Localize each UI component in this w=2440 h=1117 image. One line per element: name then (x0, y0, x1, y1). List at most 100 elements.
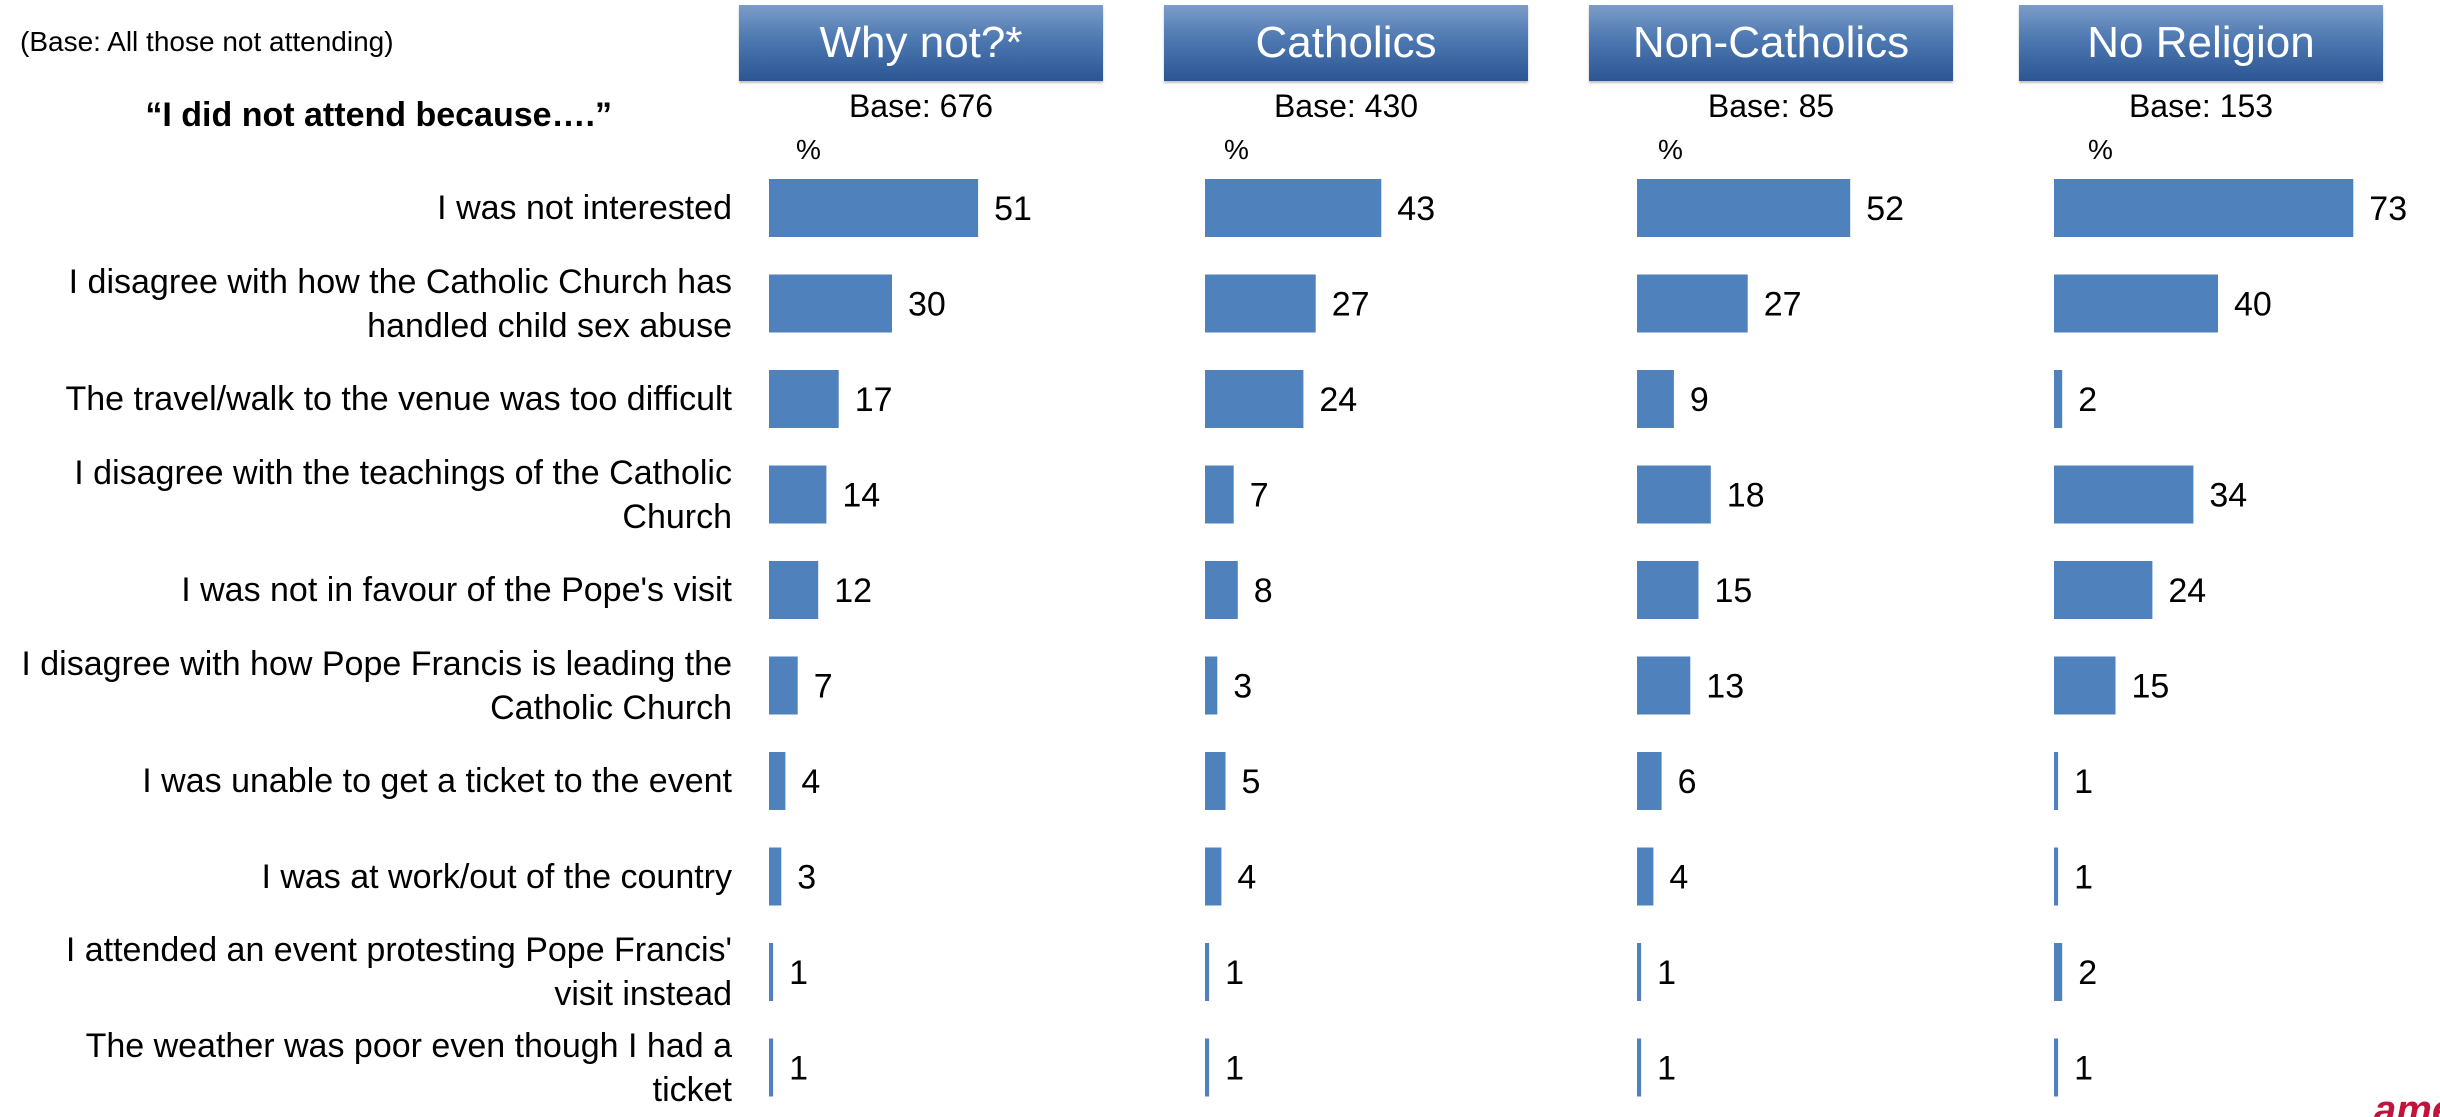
series-base: Base: 676 (848, 88, 994, 124)
percent-unit: % (796, 134, 821, 165)
data-label: 3 (1233, 668, 1252, 706)
bar (769, 656, 798, 715)
bar (1637, 1038, 1642, 1097)
bar (2054, 274, 2218, 333)
bar (769, 943, 774, 1001)
bar (769, 752, 786, 810)
category-label: I was at work/out of the country (261, 857, 732, 896)
bar (1637, 370, 1674, 428)
bar (1205, 465, 1234, 524)
data-label: 18 (1727, 477, 1765, 515)
data-label: 5 (1242, 763, 1261, 801)
bar (769, 847, 782, 906)
bar (1205, 752, 1226, 810)
data-label: 34 (2209, 477, 2247, 515)
bar (1637, 752, 1662, 810)
data-label: 52 (1866, 190, 1904, 228)
series-header: Catholics (1164, 5, 1528, 81)
series-base: Base: 85 (1707, 88, 1835, 124)
data-label: 27 (1764, 286, 1802, 324)
bar (1637, 274, 1748, 333)
category-label: I was not interested (437, 189, 732, 227)
category-label: I disagree with how the Catholic Church … (68, 262, 732, 345)
percent-unit: % (1224, 134, 1249, 165)
data-label: 6 (1678, 763, 1697, 801)
data-label: 24 (2168, 572, 2206, 610)
data-label: 7 (814, 668, 833, 706)
data-label: 8 (1254, 572, 1273, 610)
data-label: 13 (1706, 668, 1744, 706)
data-label: 15 (1715, 572, 1753, 610)
bar (2054, 561, 2153, 619)
bar (1205, 943, 1210, 1001)
data-label: 43 (1397, 190, 1435, 228)
series-header: Non-Catholics (1589, 5, 1953, 81)
bar (769, 465, 827, 524)
bar (2054, 1038, 2059, 1097)
data-label: 15 (2132, 668, 2170, 706)
data-label: 73 (2369, 190, 2407, 228)
category-label: I was unable to get a ticket to the even… (142, 762, 732, 800)
data-label: 1 (1657, 1050, 1676, 1088)
category-label: I attended an event protesting Pope Fran… (65, 931, 732, 1013)
bar (1637, 465, 1711, 524)
bar (1205, 656, 1218, 715)
bar (1637, 179, 1851, 237)
data-label: 9 (1690, 381, 1709, 419)
base-note: (Base: All those not attending) (20, 26, 394, 57)
bar (2054, 943, 2063, 1001)
data-label: 4 (1237, 859, 1256, 897)
question-heading: “I did not attend because….” (145, 96, 612, 134)
data-label: 1 (2074, 859, 2093, 897)
category-label: I disagree with how Pope Francis is lead… (21, 644, 732, 727)
data-label: 17 (855, 381, 893, 419)
bar (1205, 370, 1304, 428)
category-label: The weather was poor even though I had a… (85, 1026, 732, 1109)
data-label: 24 (1319, 381, 1357, 419)
brand-logo: amé (2360, 1098, 2440, 1117)
bar (2054, 179, 2354, 237)
data-label: 14 (842, 477, 880, 515)
data-label: 1 (789, 1050, 808, 1088)
percent-unit: % (2088, 134, 2113, 165)
bar (1205, 179, 1382, 237)
bar (2054, 752, 2059, 810)
data-label: 7 (1250, 477, 1269, 515)
bar (2054, 656, 2116, 715)
bar (2054, 370, 2063, 428)
data-label: 2 (2078, 954, 2097, 992)
data-label: 27 (1332, 286, 1370, 324)
series-base: Base: 153 (2128, 88, 2274, 124)
series-base: Base: 430 (1273, 88, 1419, 124)
data-label: 1 (1657, 954, 1676, 992)
series-header: Why not?* (739, 5, 1103, 81)
bar (769, 274, 892, 333)
bar (1205, 274, 1316, 333)
bar (769, 179, 979, 237)
category-label: I was not in favour of the Pope's visit (181, 571, 732, 609)
bar (769, 370, 839, 428)
data-label: 51 (994, 190, 1032, 228)
data-label: 4 (801, 763, 820, 801)
data-label: 40 (2234, 286, 2272, 324)
data-label: 1 (1225, 954, 1244, 992)
data-label: 2 (2078, 381, 2097, 419)
bar (769, 561, 819, 619)
bar (1205, 1038, 1210, 1097)
category-label: I disagree with the teachings of the Cat… (74, 453, 732, 536)
bar (1637, 656, 1691, 715)
data-label: 4 (1669, 859, 1688, 897)
bar (1637, 847, 1654, 906)
data-label: 1 (1225, 1050, 1244, 1088)
data-label: 30 (908, 286, 946, 324)
bar (1637, 561, 1699, 619)
data-label: 1 (789, 954, 808, 992)
bar (1205, 561, 1238, 619)
data-label: 3 (797, 859, 816, 897)
data-label: 1 (2074, 763, 2093, 801)
data-label: 12 (834, 572, 872, 610)
bar (2054, 465, 2194, 524)
bar (769, 1038, 774, 1097)
bar (1205, 847, 1222, 906)
